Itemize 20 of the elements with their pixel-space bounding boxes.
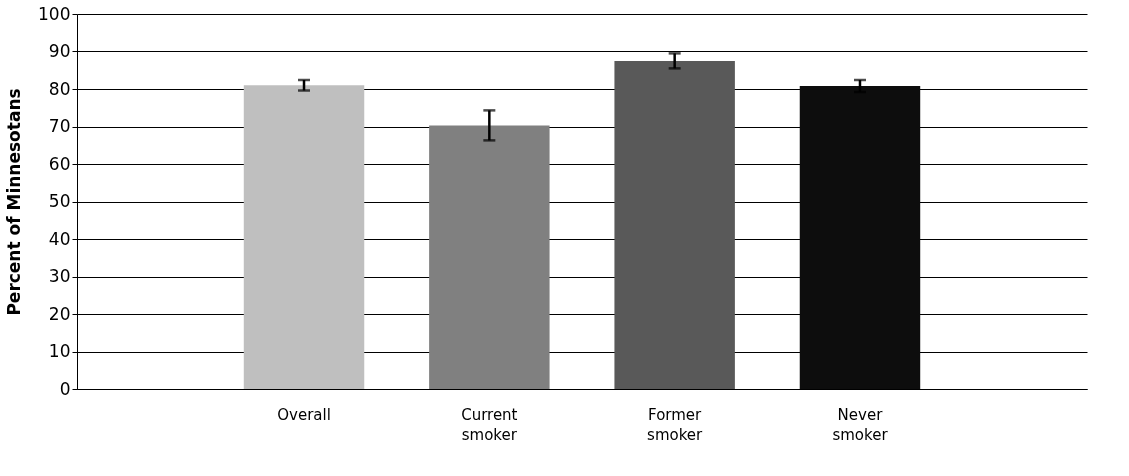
x-tick-label: Current smoker: [461, 405, 518, 444]
y-tick-label: 0: [59, 378, 71, 399]
bar: [429, 125, 550, 389]
y-tick-label: 30: [48, 266, 71, 286]
y-tick-label: 100: [38, 3, 71, 24]
y-tick-label: 40: [48, 228, 71, 249]
y-tick-label: 90: [48, 41, 71, 61]
y-tick-label: 20: [48, 303, 71, 324]
y-axis-title: Percent of Minnesotans: [4, 88, 25, 316]
y-tick-label: 80: [48, 78, 71, 99]
y-tick-label: 60: [48, 153, 71, 174]
y-tick-label: 70: [48, 116, 71, 136]
x-tick-label: Overall: [277, 405, 331, 424]
bar: [799, 86, 921, 389]
bar: [614, 60, 735, 389]
bar: [243, 85, 365, 389]
y-tick-label: 50: [48, 191, 71, 211]
x-tick-label: Never smoker: [832, 405, 889, 444]
x-tick-label: Former smoker: [647, 405, 704, 444]
y-tick-label: 10: [48, 341, 71, 361]
